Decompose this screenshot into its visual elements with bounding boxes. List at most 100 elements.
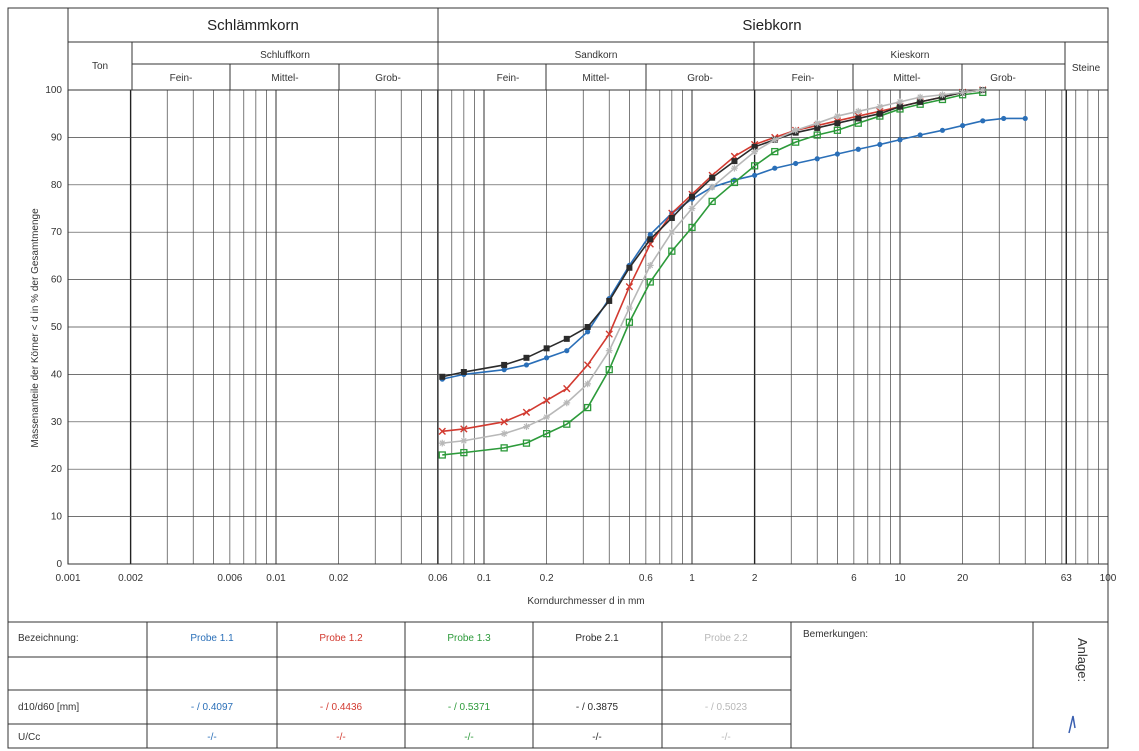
x-tick-label: 0.006 (217, 573, 242, 584)
data-point (877, 141, 883, 148)
data-point (708, 197, 716, 206)
data-point (854, 107, 862, 115)
data-point (959, 88, 967, 96)
probe-1-3-u-cc: -/- (464, 732, 473, 743)
data-point (626, 264, 633, 271)
data-point (1001, 115, 1007, 122)
data-point (542, 429, 551, 438)
data-point (460, 369, 467, 376)
data-point (460, 448, 468, 457)
data-point (438, 427, 446, 435)
x-axis-ticks: 0.001 0.002 0.006 0.01 0.02 0.06 0.1 0.2 0.6 1 2 6 1… (55, 573, 1116, 584)
data-point (605, 366, 613, 374)
data-point (522, 439, 531, 447)
data-point (668, 247, 676, 255)
probe-2-2-u-cc: -/- (721, 732, 730, 743)
x-tick-label: 0.1 (477, 573, 491, 584)
sheet-frame (7, 7, 1109, 749)
probe-1-2-u-cc: -/- (336, 732, 345, 743)
data-point (523, 423, 530, 430)
data-point (917, 98, 924, 105)
data-point (876, 103, 884, 110)
data-point (813, 119, 821, 127)
x-tick-label: 10 (894, 573, 906, 584)
data-point (668, 228, 676, 236)
row-label-u-cc: U/Cc (18, 732, 40, 743)
y-tick-label: 20 (51, 464, 63, 475)
x-tick-label: 2 (752, 573, 758, 584)
data-point (501, 361, 508, 368)
header-siebkorn: Siebkorn (742, 17, 801, 34)
data-point (646, 278, 654, 286)
x-tick-label: 100 (1100, 573, 1117, 584)
probe-2-1-u-cc: -/- (592, 732, 601, 743)
x-tick-label: 0.02 (329, 573, 349, 584)
schluff-fein-label: Fein- (170, 73, 193, 84)
data-point (564, 348, 570, 354)
probe-1-1-name: Probe 1.1 (190, 633, 234, 644)
data-point (791, 138, 800, 146)
sand-fein-label: Fein- (497, 73, 520, 84)
data-point (500, 430, 508, 438)
sample-table: Bezeichnung: d10/d60 [mm] U/Cc Probe 1.1… (8, 621, 1108, 748)
data-point (814, 156, 820, 162)
data-point (500, 444, 508, 452)
y-tick-label: 60 (51, 275, 63, 286)
sand-grob-label: Grob- (687, 73, 713, 84)
probe-2-2-d10-d60: - / 0.5023 (705, 702, 748, 713)
data-point (647, 231, 653, 238)
data-point (438, 451, 446, 459)
data-point (585, 329, 591, 335)
y-tick-label: 40 (51, 369, 63, 380)
soil-class-header: Schlämmkorn Siebkorn Ton Schluffkorn San… (67, 8, 1108, 91)
data-point (605, 330, 613, 338)
data-series (438, 86, 1028, 459)
data-point (709, 174, 716, 181)
data-point (501, 367, 507, 373)
data-point (439, 373, 446, 380)
data-point (751, 143, 758, 150)
data-point (731, 158, 738, 165)
data-point (523, 362, 530, 368)
probe-1-2-name: Probe 1.2 (319, 633, 363, 644)
header-schluffkorn: Schluffkorn (260, 50, 310, 61)
data-point (606, 297, 613, 304)
data-point (625, 283, 634, 291)
sand-mittel-label: Mittel- (582, 73, 609, 84)
series-probe-1-3 (438, 88, 987, 459)
series-line (442, 117, 1026, 380)
data-point (813, 131, 821, 139)
series-line (442, 91, 983, 456)
data-point (563, 335, 570, 342)
data-point (855, 146, 861, 152)
row-label-d10-d60: d10/d60 [mm] (18, 702, 79, 713)
data-point (814, 124, 821, 131)
probe-1-1-d10-d60: - / 0.4097 (191, 702, 234, 713)
data-point (563, 399, 571, 407)
probe-1-1-u-cc: -/- (207, 732, 216, 743)
data-point (897, 137, 903, 143)
data-point (625, 318, 634, 326)
x-tick-label: 0.6 (639, 573, 653, 584)
header-sandkorn: Sandkorn (575, 50, 618, 61)
series-line (442, 89, 983, 378)
x-tick-label: 63 (1061, 573, 1073, 584)
x-axis-label: Korndurchmesser d in mm (527, 596, 644, 607)
series-line (442, 89, 983, 444)
data-point (668, 214, 675, 221)
data-point (917, 132, 923, 138)
data-point (730, 178, 739, 187)
series-probe-2-2 (438, 86, 987, 447)
y-axis-label: Massenanteile der Körner < d in % der Ge… (30, 208, 41, 448)
plot-border (67, 89, 1109, 565)
header-schlaemmkorn: Schlämmkorn (207, 17, 299, 34)
data-point (772, 165, 778, 171)
grid-lines (67, 89, 1108, 565)
y-tick-label: 100 (45, 85, 62, 96)
header-kieskorn: Kieskorn (891, 50, 930, 61)
data-point (834, 120, 841, 127)
data-point (897, 103, 903, 110)
schluff-grob-label: Grob- (375, 73, 401, 84)
data-point (960, 122, 966, 129)
